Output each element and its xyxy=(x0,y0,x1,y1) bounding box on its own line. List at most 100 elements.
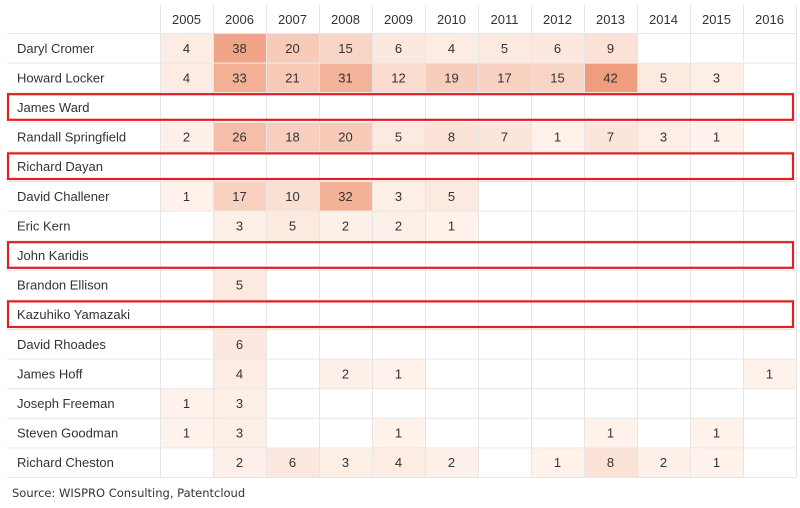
heatmap-cell xyxy=(426,448,478,477)
cell-value: 5 xyxy=(289,218,296,233)
cell-value: 6 xyxy=(554,41,561,56)
row-label-inventor: Steven Goodman xyxy=(17,426,118,441)
cell-value: 8 xyxy=(607,455,614,470)
cell-value: 1 xyxy=(713,130,720,145)
cell-value: 5 xyxy=(395,130,402,145)
row-label-inventor: Daryl Cromer xyxy=(17,41,95,56)
cell-value: 1 xyxy=(713,426,720,441)
cell-value: 6 xyxy=(236,337,243,352)
cell-value: 1 xyxy=(395,426,402,441)
cell-value: 5 xyxy=(448,189,455,204)
cell-value: 1 xyxy=(607,426,614,441)
cell-value: 18 xyxy=(285,130,299,145)
row-label-inventor: James Hoff xyxy=(17,366,83,381)
cell-value: 10 xyxy=(285,189,299,204)
cell-value: 2 xyxy=(448,455,455,470)
heatmap-cell xyxy=(585,63,637,93)
column-header-year: 2015 xyxy=(702,12,731,27)
cell-value: 3 xyxy=(236,396,243,411)
cell-value: 5 xyxy=(236,278,243,293)
heatmap-cell xyxy=(532,63,584,93)
heatmap-chart: 2005 2006 2007 2008 2009 2010 2011 2012 2013 2014… xyxy=(6,5,797,478)
heatmap-cell xyxy=(214,182,266,211)
heatmap-cell xyxy=(161,418,213,448)
source-caption: Source: WISPRO Consulting, Patentcloud xyxy=(12,486,246,500)
heatmap-cell xyxy=(214,270,266,300)
column-header-year: 2006 xyxy=(225,12,254,27)
row-label-inventor: James Ward xyxy=(17,100,89,115)
cell-value: 1 xyxy=(395,366,402,381)
heatmap-cell xyxy=(373,211,425,241)
cell-value: 21 xyxy=(285,70,299,85)
column-header-year: 2014 xyxy=(649,12,678,27)
column-header-year: 2005 xyxy=(172,12,201,27)
heatmap-cell xyxy=(638,63,690,93)
heatmap-cell xyxy=(532,34,584,63)
row-label-inventor: Brandon Ellison xyxy=(17,278,108,293)
highlight-box xyxy=(6,241,795,269)
cell-value: 3 xyxy=(660,130,667,145)
column-header-year: 2008 xyxy=(331,12,360,27)
cell-value: 7 xyxy=(501,130,508,145)
cell-value: 17 xyxy=(232,189,246,204)
heatmap-cell xyxy=(214,448,266,477)
cell-value: 2 xyxy=(660,455,667,470)
heatmap-cell xyxy=(373,34,425,63)
heatmap-cell xyxy=(214,359,266,389)
heatmap-cell xyxy=(479,34,531,63)
row-label-inventor: Kazuhiko Yamazaki xyxy=(17,307,130,322)
row-label-inventor: David Challener xyxy=(17,189,110,204)
column-header-year: 2013 xyxy=(596,12,625,27)
cell-value: 15 xyxy=(338,41,352,56)
row-label-inventor: Joseph Freeman xyxy=(17,396,115,411)
cell-value: 7 xyxy=(607,130,614,145)
heatmap-cell xyxy=(373,418,425,448)
cell-value: 3 xyxy=(342,455,349,470)
highlight-box xyxy=(6,300,795,329)
cell-value: 26 xyxy=(232,130,246,145)
cell-value: 42 xyxy=(603,70,617,85)
cell-value: 15 xyxy=(550,70,564,85)
cell-value: 38 xyxy=(232,41,246,56)
heatmap-cell xyxy=(585,448,637,477)
heatmap-cell xyxy=(267,122,319,152)
cell-value: 2 xyxy=(183,130,190,145)
row-label-inventor: Howard Locker xyxy=(17,70,105,85)
cell-value: 12 xyxy=(391,70,405,85)
heatmap-cell xyxy=(373,63,425,93)
row-label-inventor: John Karidis xyxy=(17,248,89,263)
cell-value: 6 xyxy=(289,455,296,470)
heatmap-cell xyxy=(161,182,213,211)
cell-value: 1 xyxy=(766,366,773,381)
heatmap-cell xyxy=(214,418,266,448)
heatmap-cell xyxy=(426,211,478,241)
heatmap-cell xyxy=(479,122,531,152)
heatmap-cell xyxy=(426,34,478,63)
heatmap-cell xyxy=(691,448,743,477)
heatmap-cell xyxy=(214,63,266,93)
cell-value: 6 xyxy=(395,41,402,56)
heatmap-cell xyxy=(744,359,796,389)
cell-value: 4 xyxy=(183,70,190,85)
heatmap-cell xyxy=(691,418,743,448)
heatmap-cell xyxy=(214,122,266,152)
heatmap-cell xyxy=(320,182,372,211)
cell-value: 4 xyxy=(183,41,190,56)
cell-value: 5 xyxy=(660,70,667,85)
heatmap-cell xyxy=(161,34,213,63)
cell-value: 8 xyxy=(448,130,455,145)
cell-value: 32 xyxy=(338,189,352,204)
row-label-inventor: Richard Dayan xyxy=(17,159,103,174)
heatmap-cell xyxy=(161,389,213,418)
highlight-box xyxy=(6,152,795,181)
heatmap-cell xyxy=(320,34,372,63)
row-label-inventor: Eric Kern xyxy=(17,218,70,233)
cell-value: 2 xyxy=(236,455,243,470)
cell-value: 2 xyxy=(395,218,402,233)
cell-value: 3 xyxy=(236,218,243,233)
column-header-year: 2009 xyxy=(384,12,413,27)
heatmap-cell xyxy=(214,211,266,241)
heatmap-cell xyxy=(691,63,743,93)
heatmap-cell xyxy=(426,182,478,211)
heatmap-cell xyxy=(320,122,372,152)
